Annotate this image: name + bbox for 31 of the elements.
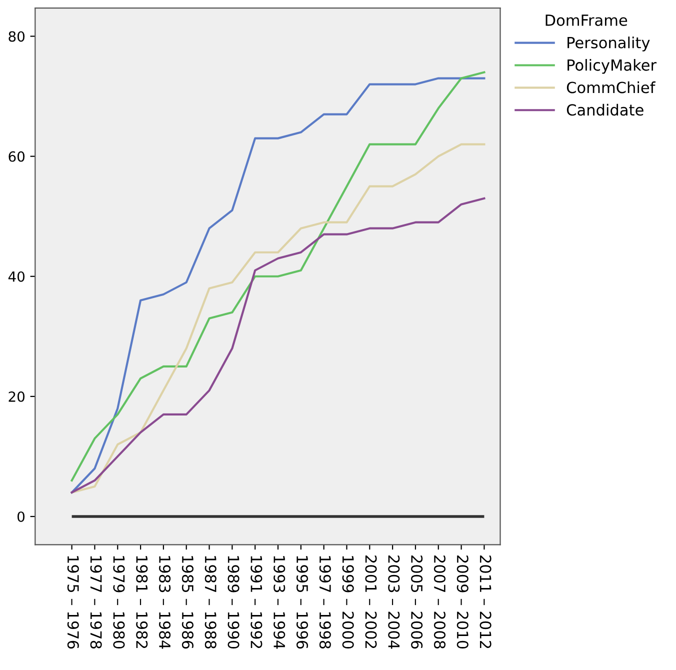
legend-label: PolicyMaker <box>568 59 657 74</box>
y-tick-label: 80 <box>8 31 25 42</box>
x-tick-label: 2007 – 2008 <box>434 556 446 648</box>
x-tick-label: 1989 – 1990 <box>228 556 240 649</box>
legend-label: CommChief <box>566 81 656 94</box>
x-tick-label: 1995 – 1996 <box>296 556 308 649</box>
legend-label: Candidate <box>566 104 644 116</box>
x-tick-label: 2009 – 2010 <box>456 556 468 649</box>
x-tick-label: 1999 – 2000 <box>342 556 354 649</box>
x-tick-label: 2003 – 2004 <box>388 556 400 649</box>
x-tick-label: 1993 – 1994 <box>274 556 286 649</box>
x-tick-label: 2011 – 2012 <box>480 556 492 648</box>
line-series <box>70 197 486 494</box>
x-tick-label: 1985 – 1986 <box>182 556 194 649</box>
x-tick-label: 1983 – 1984 <box>159 556 171 649</box>
x-tick-label: 1981 – 1982 <box>136 556 148 648</box>
legend-title: DomFrame <box>546 14 628 26</box>
y-tick-label: 40 <box>8 271 25 282</box>
x-tick-label: 2005 – 2006 <box>411 556 423 649</box>
x-tick-label: 1991 – 1992 <box>250 556 262 648</box>
x-tick-label: 1987 – 1988 <box>204 556 216 648</box>
x-tick-label: 1975 – 1976 <box>67 556 79 649</box>
y-tick-label: 60 <box>8 151 25 162</box>
line-series <box>70 143 486 494</box>
x-tick-label: 1997 – 1998 <box>319 556 331 648</box>
y-tick-label: 0 <box>18 511 25 522</box>
x-tick-label: 2001 – 2002 <box>365 556 377 648</box>
x-tick-label: 1979 – 1980 <box>113 556 125 649</box>
legend-label: Personality <box>568 36 650 52</box>
y-tick-label: 20 <box>8 391 25 402</box>
x-tick-label: 1977 – 1978 <box>90 556 102 648</box>
